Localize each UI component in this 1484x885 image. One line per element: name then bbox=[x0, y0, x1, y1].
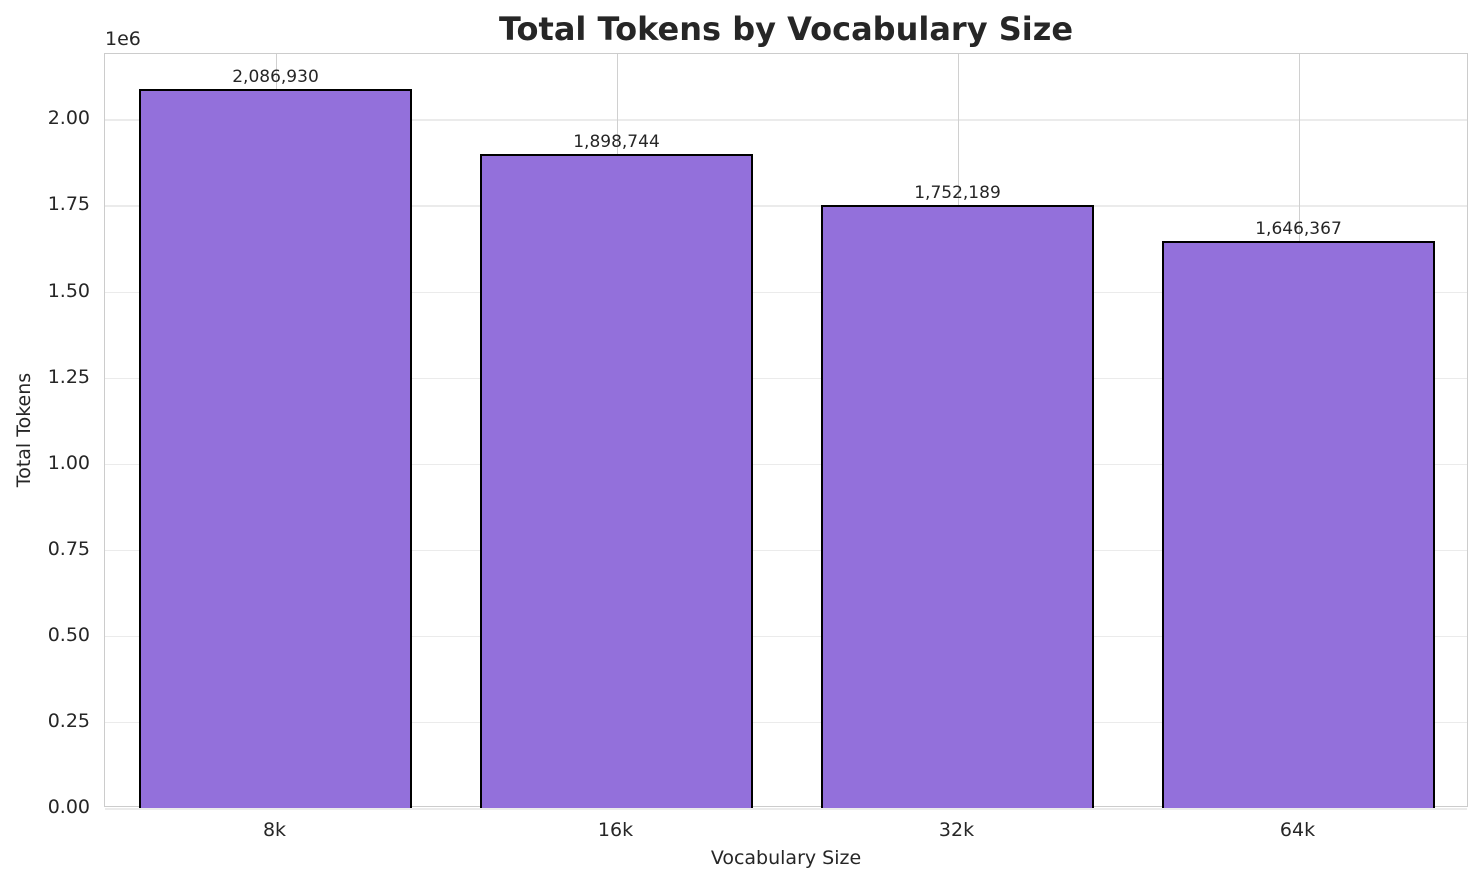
y-tick-label: 0.25 bbox=[47, 709, 90, 732]
y-grid-line bbox=[105, 635, 1467, 638]
bar-value-label: 2,086,930 bbox=[232, 67, 319, 88]
bar-32k bbox=[821, 204, 1094, 808]
bar-value-label: 1,898,744 bbox=[573, 132, 660, 153]
x-axis-label: Vocabulary Size bbox=[710, 847, 862, 869]
y-grid-line bbox=[105, 291, 1467, 294]
y-tick-label: 0.75 bbox=[47, 537, 90, 560]
bar-16k bbox=[480, 154, 753, 808]
y-tick-label: 1.00 bbox=[47, 451, 90, 474]
y-tick-label: 2.00 bbox=[47, 107, 90, 130]
x-tick-label: 16k bbox=[597, 819, 634, 841]
y-tick-label: 1.25 bbox=[47, 365, 90, 388]
y-grid-line bbox=[105, 463, 1467, 466]
y-grid-line bbox=[105, 549, 1467, 552]
y-grid-line bbox=[105, 721, 1467, 724]
bar-8k bbox=[139, 89, 412, 808]
y-grid-line bbox=[105, 205, 1467, 207]
y-grid-line bbox=[105, 119, 1467, 121]
bar-64k bbox=[1162, 241, 1435, 808]
bar-value-label: 1,752,189 bbox=[914, 182, 1001, 203]
y-tick-label: 0.50 bbox=[47, 623, 90, 646]
y-tick-label: 1.50 bbox=[47, 279, 90, 302]
y-grid-line bbox=[105, 808, 1467, 810]
x-tick-label: 32k bbox=[938, 819, 975, 841]
x-tick-label: 64k bbox=[1279, 819, 1316, 841]
y-tick-label: 0.00 bbox=[47, 796, 90, 818]
x-tick-label: 8k bbox=[262, 819, 287, 841]
y-axis-offset-label: 1e6 bbox=[105, 28, 141, 50]
chart-title: Total Tokens by Vocabulary Size bbox=[498, 10, 1074, 48]
y-tick-label: 1.75 bbox=[47, 193, 90, 216]
y-grid-line bbox=[105, 377, 1467, 380]
bar-value-label: 1,646,367 bbox=[1255, 219, 1342, 240]
plot-area: 2,086,930 1,898,744 1,752,189 1,646,367 bbox=[104, 53, 1468, 810]
y-axis-label: Total Tokens bbox=[13, 372, 35, 488]
